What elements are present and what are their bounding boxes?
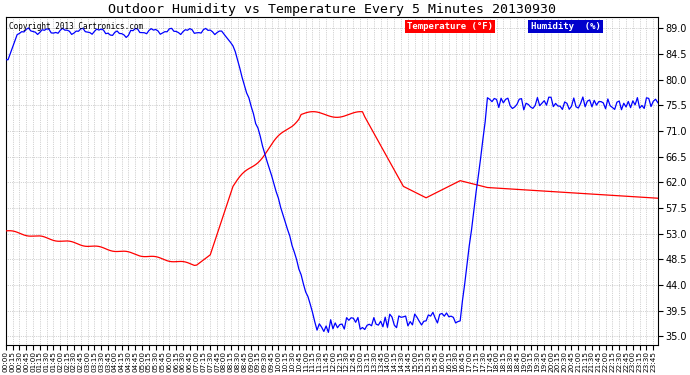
Title: Outdoor Humidity vs Temperature Every 5 Minutes 20130930: Outdoor Humidity vs Temperature Every 5 … xyxy=(108,3,556,16)
Text: Humidity  (%): Humidity (%) xyxy=(531,22,600,31)
Text: Temperature (°F): Temperature (°F) xyxy=(407,22,493,31)
Text: Copyright 2013 Cartronics.com: Copyright 2013 Cartronics.com xyxy=(9,22,143,31)
